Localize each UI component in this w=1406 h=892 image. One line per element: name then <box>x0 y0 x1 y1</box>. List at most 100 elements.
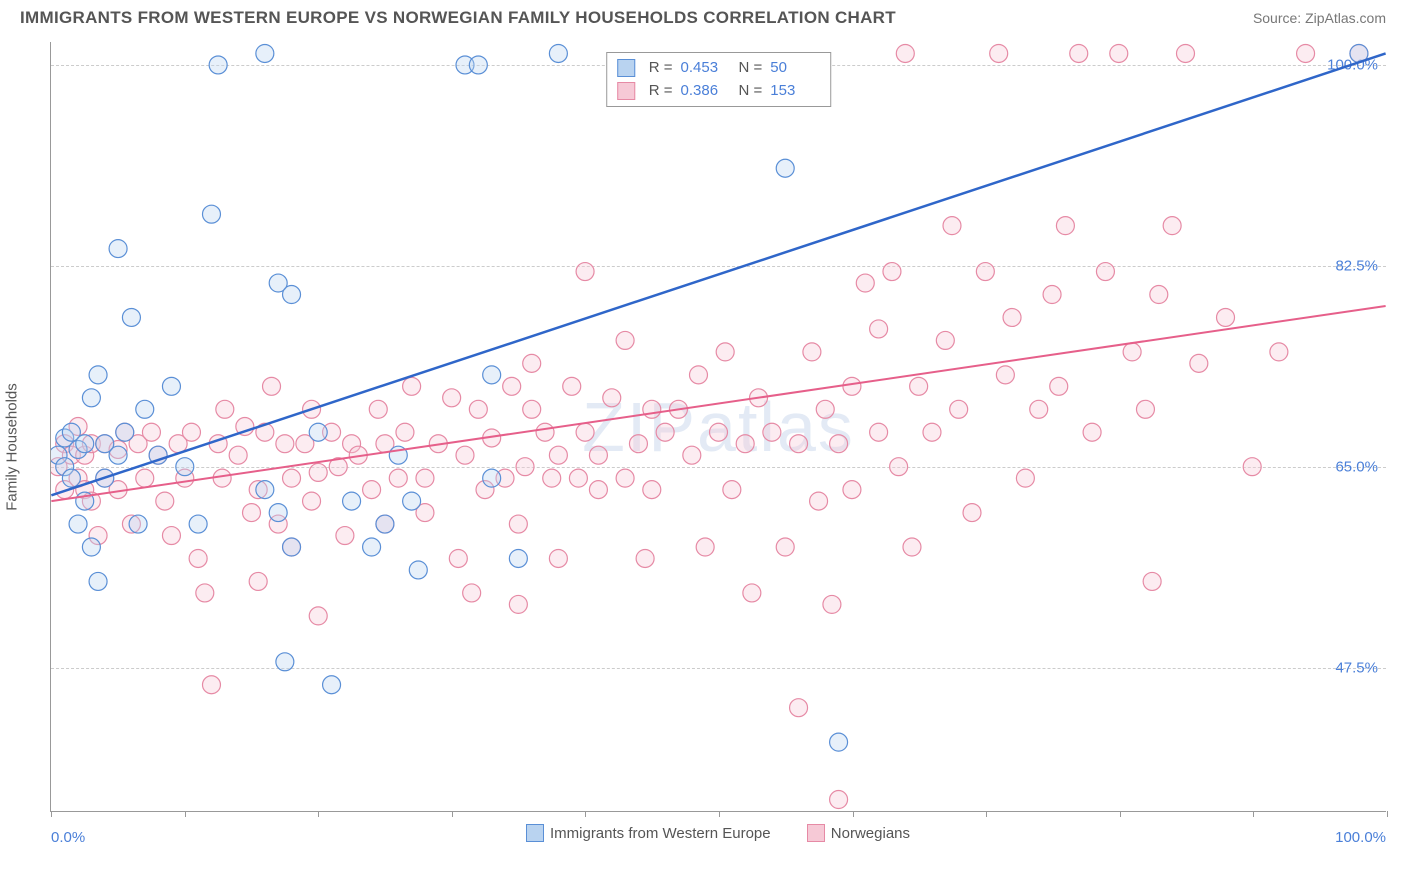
point-pink <box>743 584 761 602</box>
point-pink <box>1270 343 1288 361</box>
point-blue <box>129 515 147 533</box>
point-pink <box>142 423 160 441</box>
point-pink <box>963 504 981 522</box>
point-pink <box>996 366 1014 384</box>
point-pink <box>309 463 327 481</box>
point-pink <box>509 595 527 613</box>
point-pink <box>576 423 594 441</box>
point-pink <box>449 550 467 568</box>
x-tick <box>185 811 186 817</box>
y-axis-label: Family Households <box>4 383 21 511</box>
point-pink <box>443 389 461 407</box>
legend-swatch-pink <box>807 824 825 842</box>
point-pink <box>162 527 180 545</box>
point-blue <box>309 423 327 441</box>
point-pink <box>276 435 294 453</box>
point-pink <box>396 423 414 441</box>
point-pink <box>303 492 321 510</box>
point-pink <box>503 377 521 395</box>
point-blue <box>509 550 527 568</box>
point-pink <box>1083 423 1101 441</box>
point-pink <box>823 595 841 613</box>
point-blue <box>62 469 80 487</box>
point-pink <box>543 469 561 487</box>
legend-label-blue: Immigrants from Western Europe <box>550 825 771 842</box>
point-pink <box>683 446 701 464</box>
point-pink <box>1190 354 1208 372</box>
x-tick <box>318 811 319 817</box>
point-blue <box>376 515 394 533</box>
point-pink <box>136 469 154 487</box>
point-blue <box>256 481 274 499</box>
point-pink <box>416 469 434 487</box>
x-tick <box>853 811 854 817</box>
bottom-legend: Immigrants from Western Europe Norwegian… <box>50 824 1386 846</box>
point-blue <box>82 538 100 556</box>
legend-swatch-blue <box>617 59 635 77</box>
point-blue <box>403 492 421 510</box>
point-pink <box>990 44 1008 62</box>
point-blue <box>209 56 227 74</box>
point-pink <box>830 435 848 453</box>
point-blue <box>830 733 848 751</box>
point-pink <box>696 538 714 556</box>
point-blue <box>162 377 180 395</box>
point-pink <box>810 492 828 510</box>
point-pink <box>830 791 848 809</box>
point-blue <box>69 515 87 533</box>
point-blue <box>276 653 294 671</box>
x-tick <box>1253 811 1254 817</box>
point-pink <box>843 481 861 499</box>
point-pink <box>229 446 247 464</box>
chart-container: Family Households ZIPatlas R =0.453 N =5… <box>0 32 1406 862</box>
point-pink <box>263 377 281 395</box>
point-blue <box>283 538 301 556</box>
point-pink <box>1050 377 1068 395</box>
point-pink <box>943 217 961 235</box>
n-value-pink: 153 <box>770 80 820 103</box>
point-pink <box>196 584 214 602</box>
point-pink <box>910 377 928 395</box>
point-pink <box>189 550 207 568</box>
point-blue <box>323 676 341 694</box>
legend-swatch-blue <box>526 824 544 842</box>
point-blue <box>483 469 501 487</box>
point-pink <box>896 44 914 62</box>
point-pink <box>1110 44 1128 62</box>
x-tick <box>1120 811 1121 817</box>
x-tick <box>51 811 52 817</box>
point-pink <box>716 343 734 361</box>
point-pink <box>790 699 808 717</box>
point-pink <box>936 331 954 349</box>
point-pink <box>509 515 527 533</box>
point-pink <box>1123 343 1141 361</box>
point-pink <box>616 331 634 349</box>
point-pink <box>776 538 794 556</box>
legend-swatch-pink <box>617 82 635 100</box>
point-pink <box>1163 217 1181 235</box>
point-pink <box>1070 44 1088 62</box>
point-pink <box>1003 308 1021 326</box>
point-pink <box>643 400 661 418</box>
point-pink <box>1297 44 1315 62</box>
chart-title: IMMIGRANTS FROM WESTERN EUROPE VS NORWEG… <box>20 8 896 28</box>
point-blue <box>109 240 127 258</box>
point-blue <box>189 515 207 533</box>
x-tick <box>719 811 720 817</box>
point-pink <box>589 446 607 464</box>
point-pink <box>1030 400 1048 418</box>
x-tick <box>585 811 586 817</box>
point-blue <box>283 286 301 304</box>
point-blue <box>89 366 107 384</box>
point-pink <box>456 446 474 464</box>
point-blue <box>176 458 194 476</box>
point-pink <box>216 400 234 418</box>
point-pink <box>369 400 387 418</box>
point-pink <box>616 469 634 487</box>
point-blue <box>82 389 100 407</box>
point-pink <box>549 446 567 464</box>
x-tick <box>452 811 453 817</box>
point-pink <box>790 435 808 453</box>
point-pink <box>629 435 647 453</box>
point-pink <box>1150 286 1168 304</box>
